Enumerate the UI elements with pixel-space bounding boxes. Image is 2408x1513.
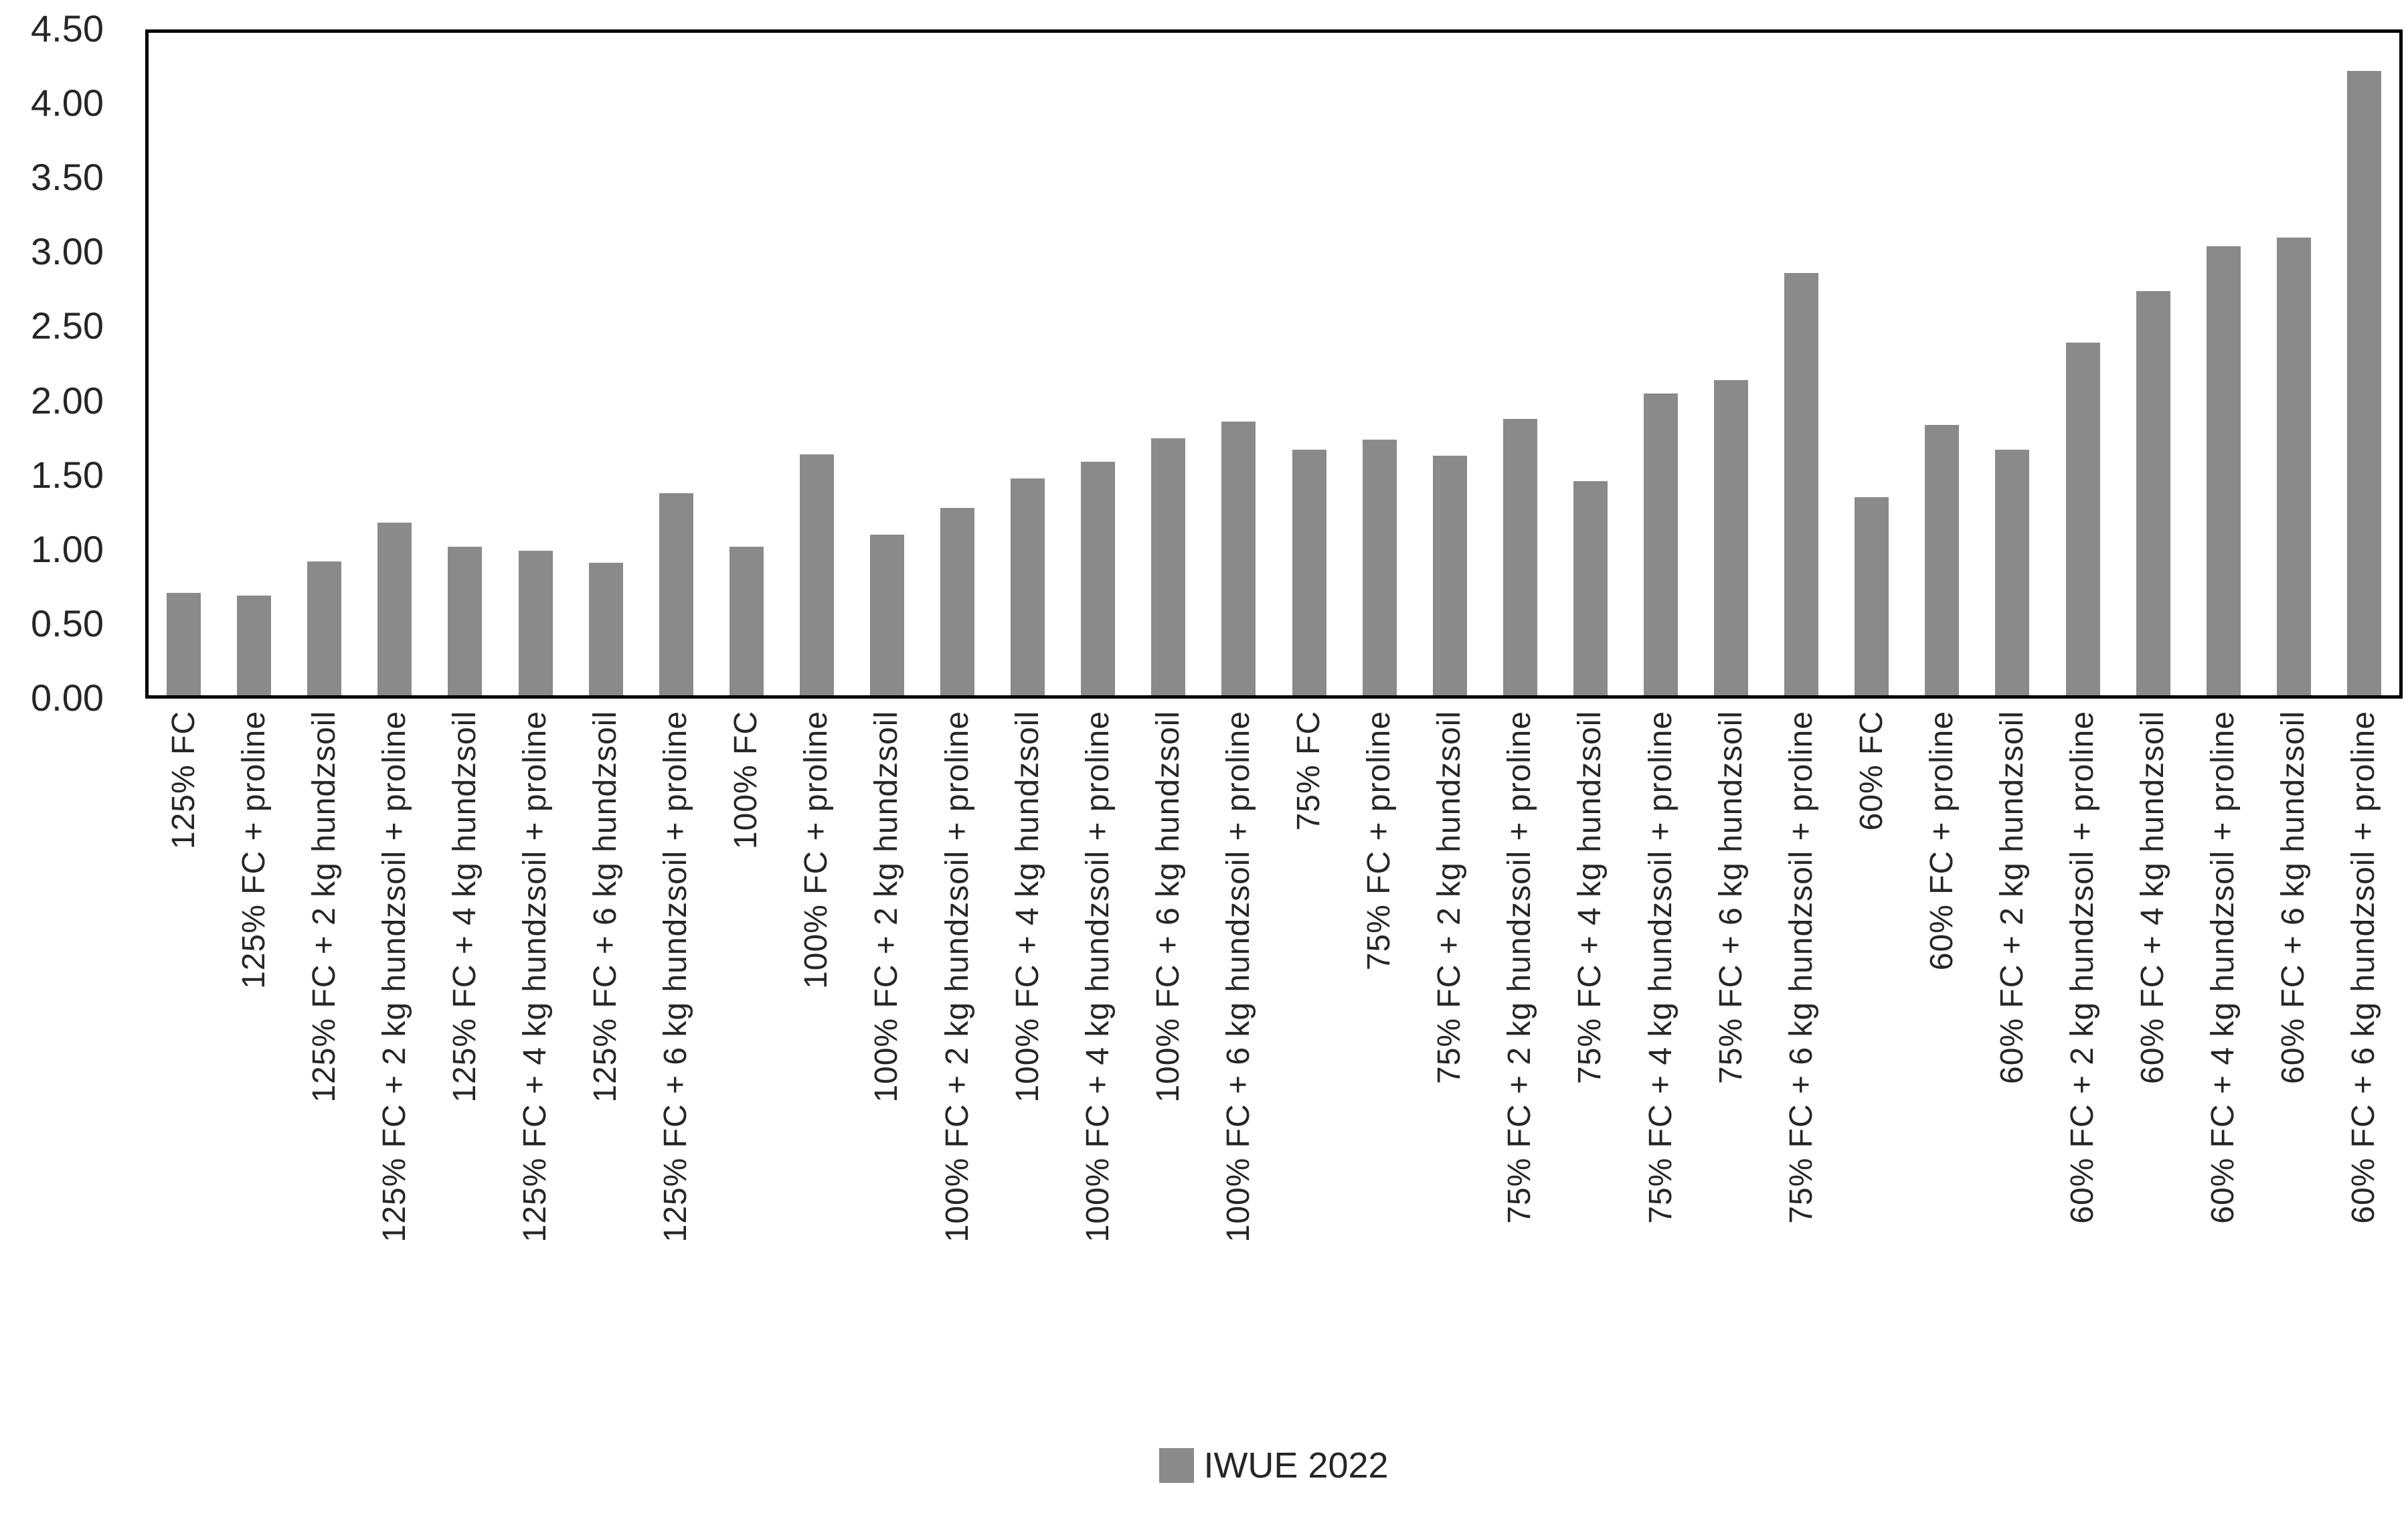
bar-125-fc-proline bbox=[237, 596, 272, 695]
y-axis-tick-labels: 0.00 0.50 1.00 1.50 2.00 2.50 3.00 3.50 4.00 4.50 bbox=[0, 0, 104, 1513]
bar-100-fc-proline bbox=[799, 454, 834, 695]
y-axis-tick-label: 0.50 bbox=[31, 602, 104, 645]
x-axis-tick-label: 100% FC + 2 kg hundzsoil bbox=[869, 711, 905, 1103]
bar-125-fc bbox=[167, 592, 201, 695]
bar-60-fc-2-kg-hundzsoil bbox=[1995, 450, 2030, 695]
x-axis-tick-label: 125% FC bbox=[165, 711, 201, 850]
x-axis-tick-label: 100% FC + 6 kg hundzsoil + proline bbox=[1220, 711, 1256, 1243]
x-axis-tick-label: 60% FC + 2 kg hundzsoil + proline bbox=[2065, 711, 2101, 1224]
bar-75-fc-proline bbox=[1362, 439, 1397, 695]
y-axis-tick-label: 1.00 bbox=[31, 527, 104, 570]
bar-60-fc-6-kg-hundzsoil bbox=[2276, 237, 2311, 695]
x-axis-tick-label: 60% FC + 4 kg hundzsoil bbox=[2135, 711, 2171, 1084]
legend-swatch-icon bbox=[1159, 1448, 1195, 1483]
x-axis-tick-label: 60% FC + 2 kg hundzsoil bbox=[1994, 711, 2030, 1084]
y-axis-tick-label: 3.50 bbox=[31, 156, 104, 199]
plot-area bbox=[145, 29, 2403, 699]
x-axis-tick-label: 100% FC + proline bbox=[798, 711, 835, 989]
x-axis-tick-label: 100% FC + 4 kg hundzsoil + proline bbox=[1080, 711, 1116, 1243]
bar-100-fc bbox=[729, 546, 764, 695]
x-axis-tick-label: 60% FC + 6 kg hundzsoil bbox=[2275, 711, 2312, 1084]
x-axis-tick-label: 60% FC + 6 kg hundzsoil + proline bbox=[2346, 711, 2382, 1224]
x-axis-tick-label: 75% FC + proline bbox=[1361, 711, 1397, 971]
bar-125-fc-6-kg-hundzsoil-proline bbox=[659, 493, 693, 695]
bar-75-fc bbox=[1292, 450, 1326, 695]
bar-100-fc-6-kg-hundzsoil bbox=[1151, 438, 1186, 695]
x-axis-tick-label: 100% FC + 6 kg hundzsoil bbox=[1150, 711, 1186, 1103]
x-axis-tick-label: 75% FC + 2 kg hundzsoil bbox=[1432, 711, 1468, 1084]
y-axis-tick-label: 4.00 bbox=[31, 82, 104, 124]
x-axis-tick-label: 75% FC + 6 kg hundzsoil bbox=[1713, 711, 1749, 1084]
bar-75-fc-4-kg-hundzsoil-proline bbox=[1644, 393, 1679, 695]
y-axis-tick-label: 3.00 bbox=[31, 230, 104, 273]
x-axis-tick-label: 75% FC + 4 kg hundzsoil bbox=[1572, 711, 1608, 1084]
x-axis-tick-label: 125% FC + 2 kg hundzsoil bbox=[306, 711, 342, 1103]
x-axis-tick-label: 60% FC + 4 kg hundzsoil + proline bbox=[2205, 711, 2241, 1224]
x-axis-tick-label: 75% FC bbox=[1291, 711, 1327, 831]
bar-75-fc-2-kg-hundzsoil-proline bbox=[1502, 418, 1537, 695]
y-axis-tick-label: 0.00 bbox=[31, 677, 104, 719]
bar-75-fc-2-kg-hundzsoil bbox=[1432, 456, 1467, 695]
bar-60-fc-proline bbox=[1925, 424, 1960, 695]
bar-100-fc-6-kg-hundzsoil-proline bbox=[1221, 422, 1256, 695]
bar-100-fc-4-kg-hundzsoil-proline bbox=[1081, 462, 1116, 695]
x-axis-tick-label: 125% FC + 4 kg hundzsoil + proline bbox=[517, 711, 553, 1243]
legend: IWUE 2022 bbox=[145, 1439, 2403, 1492]
bar-125-fc-6-kg-hundzsoil bbox=[588, 563, 623, 695]
x-axis-tick-label: 100% FC bbox=[728, 711, 764, 850]
x-axis-tick-label: 125% FC + 4 kg hundzsoil bbox=[446, 711, 483, 1103]
x-axis-tick-label: 125% FC + 6 kg hundzsoil + proline bbox=[658, 711, 694, 1243]
x-axis-tick-label: 75% FC + 4 kg hundzsoil + proline bbox=[1642, 711, 1679, 1224]
bar-75-fc-6-kg-hundzsoil bbox=[1714, 379, 1749, 695]
bar-60-fc-4-kg-hundzsoil bbox=[2136, 290, 2170, 695]
bar-100-fc-2-kg-hundzsoil bbox=[869, 535, 904, 695]
y-axis-tick-label: 2.00 bbox=[31, 379, 104, 422]
x-axis-tick-label: 125% FC + 2 kg hundzsoil + proline bbox=[376, 711, 412, 1243]
x-axis-tick-label: 75% FC + 2 kg hundzsoil + proline bbox=[1502, 711, 1538, 1224]
x-axis-tick-label: 125% FC + 6 kg hundzsoil bbox=[588, 711, 624, 1103]
y-axis-tick-label: 4.50 bbox=[31, 7, 104, 50]
bar-125-fc-4-kg-hundzsoil bbox=[448, 546, 483, 695]
x-axis-tick-label: 100% FC + 4 kg hundzsoil bbox=[1009, 711, 1045, 1103]
bar-100-fc-2-kg-hundzsoil-proline bbox=[940, 508, 975, 695]
bar-60-fc-4-kg-hundzsoil-proline bbox=[2206, 246, 2241, 695]
bar-60-fc-6-kg-hundzsoil-proline bbox=[2346, 70, 2381, 695]
x-axis-tick-label: 60% FC bbox=[1853, 711, 1889, 831]
bar-60-fc-2-kg-hundzsoil-proline bbox=[2065, 343, 2100, 695]
bar-125-fc-2-kg-hundzsoil-proline bbox=[377, 523, 412, 695]
bar-125-fc-2-kg-hundzsoil bbox=[307, 561, 342, 695]
x-axis-tick-label: 60% FC + proline bbox=[1923, 711, 1960, 971]
bar-75-fc-6-kg-hundzsoil-proline bbox=[1784, 272, 1819, 695]
x-axis-tick-label: 100% FC + 2 kg hundzsoil + proline bbox=[939, 711, 975, 1243]
bar-100-fc-4-kg-hundzsoil bbox=[1011, 478, 1045, 695]
bar-125-fc-4-kg-hundzsoil-proline bbox=[518, 551, 553, 695]
y-axis-tick-label: 1.50 bbox=[31, 453, 104, 496]
bar-75-fc-4-kg-hundzsoil bbox=[1573, 481, 1608, 695]
x-axis-tick-label: 75% FC + 6 kg hundzsoil + proline bbox=[1783, 711, 1819, 1224]
bar-60-fc bbox=[1855, 497, 1889, 695]
legend-label: IWUE 2022 bbox=[1203, 1445, 1389, 1486]
x-axis-tick-label: 125% FC + proline bbox=[236, 711, 272, 989]
y-axis-tick-label: 2.50 bbox=[31, 304, 104, 347]
